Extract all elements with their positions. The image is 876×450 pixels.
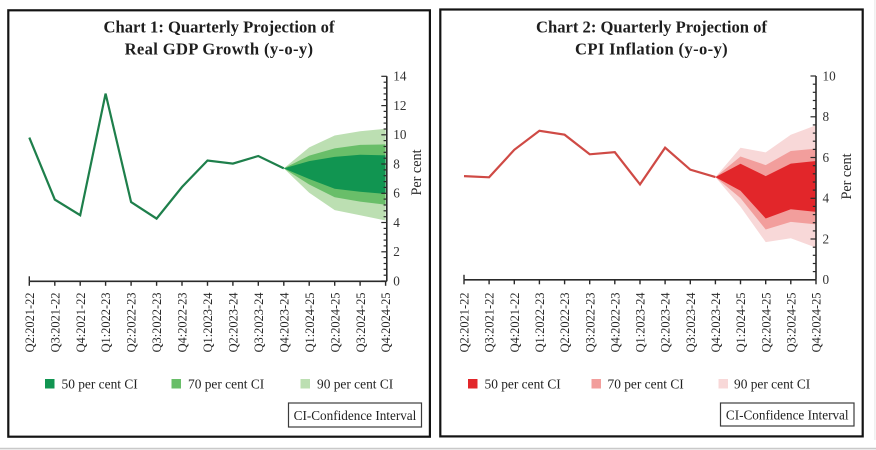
svg-text:6: 6 bbox=[393, 186, 400, 201]
svg-text:Q4:2021-22: Q4:2021-22 bbox=[74, 293, 88, 353]
svg-text:4: 4 bbox=[393, 215, 400, 230]
svg-text:Q4:2021-22: Q4:2021-22 bbox=[508, 293, 522, 353]
svg-text:6: 6 bbox=[823, 150, 830, 165]
svg-text:Q3:2021-22: Q3:2021-22 bbox=[48, 293, 62, 353]
svg-text:90 per cent CI: 90 per cent CI bbox=[317, 377, 393, 392]
svg-text:70 per cent CI: 70 per cent CI bbox=[608, 377, 684, 392]
svg-text:Q1:2022-23: Q1:2022-23 bbox=[533, 293, 547, 353]
svg-text:8: 8 bbox=[393, 156, 400, 171]
svg-text:2: 2 bbox=[393, 244, 400, 259]
svg-text:10: 10 bbox=[393, 127, 407, 142]
svg-text:8: 8 bbox=[823, 109, 830, 124]
svg-text:Q1:2023-24: Q1:2023-24 bbox=[634, 293, 648, 353]
svg-text:Chart 2: Quarterly Projection: Chart 2: Quarterly Projection of bbox=[536, 17, 767, 36]
svg-text:14: 14 bbox=[393, 69, 407, 84]
svg-text:Q2:2023-24: Q2:2023-24 bbox=[227, 293, 241, 353]
svg-text:Q2:2022-23: Q2:2022-23 bbox=[558, 293, 572, 353]
svg-text:Q3:2023-24: Q3:2023-24 bbox=[684, 293, 698, 353]
svg-text:CI-Confidence Interval: CI-Confidence Interval bbox=[726, 407, 849, 422]
svg-text:70 per cent CI: 70 per cent CI bbox=[188, 377, 264, 392]
svg-text:50 per cent CI: 50 per cent CI bbox=[62, 377, 138, 392]
svg-text:Q1:2022-23: Q1:2022-23 bbox=[99, 293, 113, 353]
svg-text:Q1:2024-25: Q1:2024-25 bbox=[303, 293, 317, 353]
svg-text:CPI Inflation (y-o-y): CPI Inflation (y-o-y) bbox=[575, 39, 728, 58]
svg-text:12: 12 bbox=[393, 98, 406, 113]
svg-text:10: 10 bbox=[823, 68, 837, 83]
svg-text:Q3:2023-24: Q3:2023-24 bbox=[252, 293, 266, 353]
svg-text:Q2:2023-24: Q2:2023-24 bbox=[659, 293, 673, 353]
svg-text:Q2:2021-22: Q2:2021-22 bbox=[23, 293, 37, 353]
svg-text:Q2:2022-23: Q2:2022-23 bbox=[125, 293, 139, 353]
svg-text:Q2:2021-22: Q2:2021-22 bbox=[458, 292, 472, 352]
svg-text:Q1:2024-25: Q1:2024-25 bbox=[734, 293, 748, 353]
svg-text:Q1:2023-24: Q1:2023-24 bbox=[201, 293, 215, 353]
svg-text:Per cent: Per cent bbox=[839, 153, 855, 199]
svg-text:Q4:2024-25: Q4:2024-25 bbox=[379, 293, 393, 353]
svg-text:Q4:2022-23: Q4:2022-23 bbox=[608, 293, 622, 353]
svg-text:Q4:2023-24: Q4:2023-24 bbox=[277, 293, 291, 353]
svg-text:2: 2 bbox=[823, 231, 830, 246]
svg-text:Q4:2023-24: Q4:2023-24 bbox=[709, 293, 723, 353]
svg-text:Q3:2021-22: Q3:2021-22 bbox=[483, 293, 497, 353]
svg-text:50 per cent CI: 50 per cent CI bbox=[485, 377, 561, 392]
svg-text:Q3:2024-25: Q3:2024-25 bbox=[784, 293, 798, 353]
svg-text:Per cent: Per cent bbox=[409, 149, 425, 195]
svg-text:CI-Confidence Interval: CI-Confidence Interval bbox=[294, 408, 417, 423]
svg-text:Real GDP Growth (y-o-y): Real GDP Growth (y-o-y) bbox=[125, 39, 314, 58]
svg-text:Chart 1: Quarterly Projection: Chart 1: Quarterly Projection of bbox=[103, 17, 334, 36]
svg-text:Q4:2024-25: Q4:2024-25 bbox=[810, 293, 824, 353]
svg-text:Q4:2022-23: Q4:2022-23 bbox=[176, 293, 190, 353]
svg-text:0: 0 bbox=[393, 273, 400, 288]
svg-text:90 per cent CI: 90 per cent CI bbox=[734, 377, 810, 392]
svg-text:Q2:2024-25: Q2:2024-25 bbox=[759, 293, 773, 353]
svg-text:4: 4 bbox=[823, 191, 830, 206]
svg-text:Q2:2024-25: Q2:2024-25 bbox=[328, 293, 342, 353]
svg-text:Q3:2022-23: Q3:2022-23 bbox=[583, 293, 597, 353]
svg-text:Q3:2024-25: Q3:2024-25 bbox=[354, 293, 368, 353]
svg-text:Q3:2022-23: Q3:2022-23 bbox=[150, 293, 164, 353]
svg-text:0: 0 bbox=[823, 272, 830, 287]
